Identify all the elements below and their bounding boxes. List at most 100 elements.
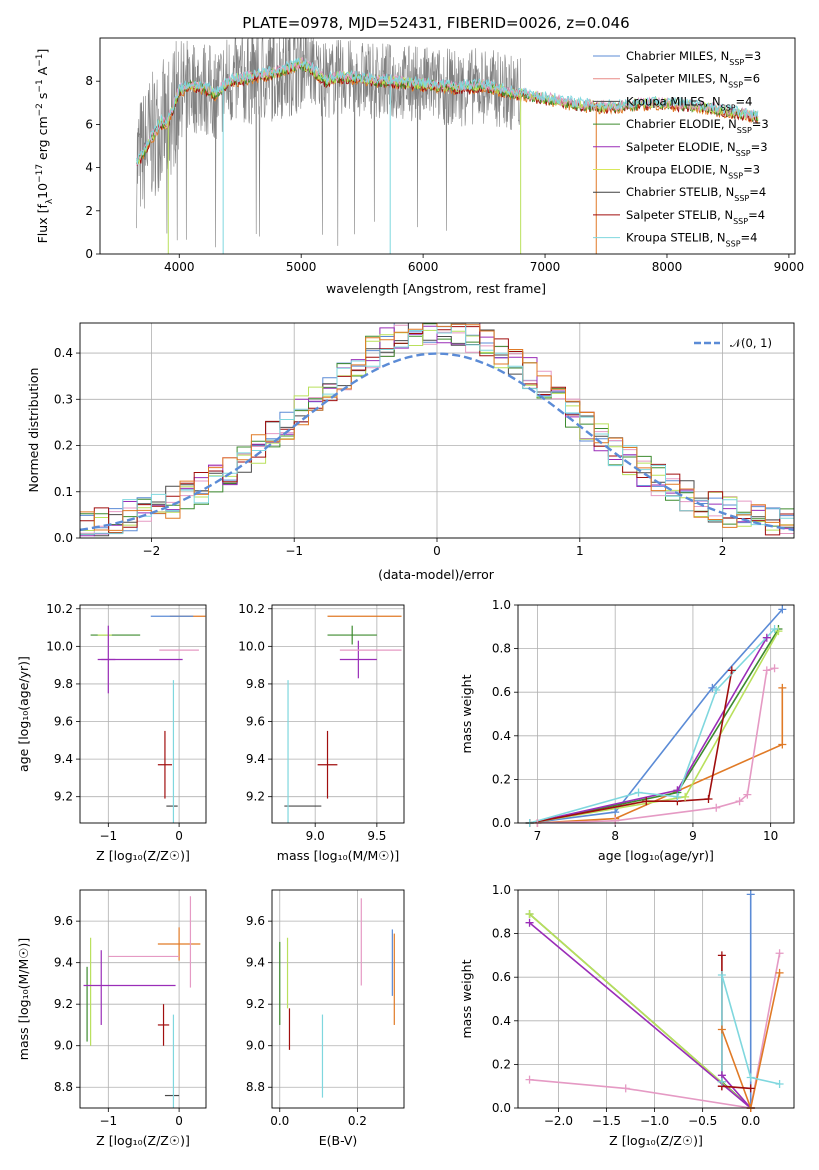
weight-marker bbox=[770, 664, 779, 673]
weight-marker bbox=[525, 1075, 534, 1084]
weight-marker bbox=[525, 918, 534, 927]
figure-title: PLATE=0978, MJD=52431, FIBERID=0026, z=0… bbox=[242, 14, 629, 32]
y-tick-label: 9.6 bbox=[54, 914, 73, 928]
weight-marker bbox=[634, 788, 643, 797]
y-tick-label: 8.8 bbox=[246, 1080, 265, 1094]
y-tick-label: 9.6 bbox=[246, 914, 265, 928]
y-tick-label: 4 bbox=[85, 161, 93, 175]
weight-marker bbox=[681, 792, 690, 801]
y-axis-label: mass weight bbox=[459, 674, 474, 753]
y-tick-label: 0.4 bbox=[492, 729, 511, 743]
y-tick-label: 9.0 bbox=[54, 1039, 73, 1053]
weight-marker bbox=[621, 1084, 630, 1093]
ebv-mass-panel: 0.0 0.2 8.8 9.0 9.2 9.4 9.6 E(B-V) bbox=[246, 889, 405, 1148]
x-tick-label: 0.2 bbox=[348, 1114, 367, 1128]
x-tick-label: −1.0 bbox=[640, 1114, 669, 1128]
plot-area bbox=[529, 608, 784, 823]
x-axis-label: Z [log₁₀(Z/Z☉)] bbox=[609, 1133, 703, 1148]
x-tick-label: 8 bbox=[611, 829, 619, 843]
plot-area bbox=[136, 38, 759, 254]
y-tick-label: 0.2 bbox=[492, 1057, 511, 1071]
weight-marker bbox=[673, 792, 682, 801]
observed-spectrum bbox=[136, 38, 521, 248]
y-tick-label: 0.0 bbox=[492, 816, 511, 830]
legend-label: Chabrier STELIB, NSSP=4 bbox=[626, 185, 766, 203]
x-tick-label: 8000 bbox=[652, 260, 683, 274]
y-axis-label: age [log₁₀(age/yr)] bbox=[16, 656, 31, 772]
y-tick-label: 9.2 bbox=[54, 790, 73, 804]
y-tick-label: 9.8 bbox=[54, 677, 73, 691]
weight-marker bbox=[746, 890, 755, 899]
weight-marker bbox=[746, 1084, 755, 1093]
x-axis-label: wavelength [Angstrom, rest frame] bbox=[326, 281, 546, 296]
weight-marker bbox=[717, 1077, 726, 1086]
axes-frame bbox=[271, 889, 405, 1109]
z-age-panel: −1 0 9.2 9.4 9.6 9.8 10.0 10.2 Z [log₁₀(Z/Z☉)] ag… bbox=[16, 602, 207, 863]
y-tick-label: 0.4 bbox=[492, 1014, 511, 1028]
x-axis-label: E(B-V) bbox=[319, 1133, 358, 1148]
x-axis-label: Z [log₁₀(Z/Z☉)] bbox=[96, 848, 190, 863]
histogram-orange bbox=[80, 323, 794, 531]
x-tick-label: 5000 bbox=[286, 260, 317, 274]
y-axis-label: mass weight bbox=[459, 959, 474, 1038]
residual-histogram-panel: −2 −1 0 1 2 0.0 0.1 0.2 0.3 0.4 𝒩(0, 1) (data-model… bbox=[26, 322, 795, 582]
legend-label: Salpeter STELIB, NSSP=4 bbox=[626, 208, 765, 226]
mass-age-panel: 9.0 9.5 9.2 9.4 9.6 9.8 10.0 10.2 mass [log₁₀(M/… bbox=[238, 602, 405, 863]
axes-frame bbox=[79, 604, 207, 824]
weight-marker bbox=[775, 1080, 784, 1089]
legend-label: Chabrier MILES, NSSP=3 bbox=[626, 49, 761, 67]
histogram-salpeter_elodie bbox=[80, 323, 794, 537]
weight-marker bbox=[762, 666, 771, 675]
x-tick-label: −0.5 bbox=[688, 1114, 717, 1128]
normal-reference-curve bbox=[80, 352, 794, 532]
y-tick-label: 9.6 bbox=[54, 715, 73, 729]
weight-marker bbox=[717, 971, 726, 980]
x-tick-label: 7000 bbox=[530, 260, 561, 274]
legend-label: 𝒩(0, 1) bbox=[730, 336, 772, 350]
legend-label: Kroupa ELODIE, NSSP=3 bbox=[626, 163, 760, 181]
x-tick-label: −2.0 bbox=[544, 1114, 573, 1128]
y-tick-label: 9.8 bbox=[246, 677, 265, 691]
weight-marker bbox=[525, 909, 534, 918]
y-tick-label: 9.2 bbox=[246, 997, 265, 1011]
spectrum-panel: 4000 5000 6000 7000 8000 9000 0 2 4 6 8 Chabrier MI… bbox=[35, 37, 804, 296]
x-axis-label: mass [log₁₀(M/M☉)] bbox=[277, 848, 399, 863]
x-tick-label: 0 bbox=[175, 829, 183, 843]
z-mass-panel: −1 0 8.8 9.0 9.2 9.4 9.6 Z [log₁₀(Z/Z☉)] mass [l… bbox=[16, 889, 207, 1148]
weight-marker bbox=[778, 605, 787, 614]
weight-marker bbox=[746, 1073, 755, 1082]
weight-marker bbox=[611, 816, 620, 825]
y-tick-label: 0.1 bbox=[54, 485, 73, 499]
x-tick-label: −1.5 bbox=[592, 1114, 621, 1128]
x-tick-label: 7 bbox=[534, 829, 542, 843]
x-tick-label: 0 bbox=[175, 1114, 183, 1128]
x-tick-label: 0.0 bbox=[741, 1114, 760, 1128]
plot-area bbox=[279, 898, 395, 1098]
y-tick-label: 0.2 bbox=[54, 439, 73, 453]
y-tick-label: 9.4 bbox=[54, 956, 73, 970]
x-axis-label: (data-model)/error bbox=[378, 567, 495, 582]
plot-area bbox=[80, 323, 794, 537]
plot-area bbox=[83, 896, 201, 1108]
legend-label: Kroupa STELIB, NSSP=4 bbox=[626, 231, 757, 249]
weight-marker bbox=[642, 797, 651, 806]
y-tick-label: 8 bbox=[85, 74, 93, 88]
z-massweight-panel: −2.0 −1.5 −1.0 −0.5 0.0 0.0 0.2 0.4 0.6 0.8 1.0 Z [… bbox=[459, 883, 795, 1148]
y-tick-label: 9.4 bbox=[246, 956, 265, 970]
legend-label: Salpeter ELODIE, NSSP=3 bbox=[626, 140, 768, 158]
legend-label: Chabrier ELODIE, NSSP=3 bbox=[626, 117, 769, 135]
weight-marker bbox=[717, 1025, 726, 1034]
y-tick-label: 0.0 bbox=[54, 531, 73, 545]
y-axis-label: mass [log₁₀(M/M☉)] bbox=[16, 938, 31, 1060]
axes-frame bbox=[271, 604, 405, 824]
weight-marker bbox=[717, 951, 726, 960]
x-tick-label: 1 bbox=[576, 544, 584, 558]
x-tick-label: 6000 bbox=[408, 260, 439, 274]
weight-marker bbox=[743, 790, 752, 799]
weight-line-salpeter_elodie bbox=[528, 922, 752, 1108]
y-tick-label: 0.8 bbox=[492, 642, 511, 656]
plot-area bbox=[528, 894, 781, 1108]
axes-frame bbox=[99, 37, 796, 255]
weight-line-pink bbox=[529, 953, 781, 1108]
y-tick-label: 10.0 bbox=[238, 639, 265, 653]
